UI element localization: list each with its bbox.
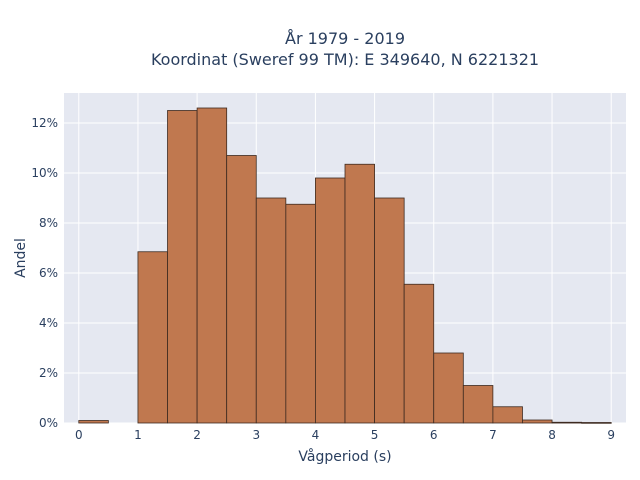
histogram-bar <box>374 197 405 424</box>
histogram-bar <box>226 155 257 424</box>
y-tick-label: 0% <box>39 416 58 430</box>
y-tick-label: 10% <box>31 166 58 180</box>
histogram-bar <box>167 110 198 424</box>
x-tick-label: 9 <box>607 428 615 442</box>
histogram-bar <box>403 283 435 424</box>
histogram-bar <box>196 107 228 424</box>
y-tick-label: 2% <box>39 366 58 380</box>
histogram-bar <box>492 406 523 424</box>
x-tick-label: 2 <box>193 428 201 442</box>
x-tick-label: 3 <box>252 428 260 442</box>
y-tick-labels: 0% 2% 4% 6% 8% 10% 12% <box>31 116 58 430</box>
histogram-bar <box>255 197 287 424</box>
bars <box>78 107 612 424</box>
histogram-bar <box>433 352 464 424</box>
histogram-bar <box>581 422 612 424</box>
y-tick-label: 6% <box>39 266 58 280</box>
histogram-bar <box>78 420 109 424</box>
y-tick-label: 4% <box>39 316 58 330</box>
x-tick-label: 6 <box>430 428 438 442</box>
histogram-bar <box>522 419 553 424</box>
y-tick-label: 12% <box>31 116 58 130</box>
x-tick-label: 8 <box>548 428 556 442</box>
x-tick-label: 5 <box>371 428 379 442</box>
histogram-bar <box>285 203 316 424</box>
x-tick-label: 7 <box>489 428 497 442</box>
x-tick-label: 4 <box>312 428 320 442</box>
x-tick-label: 0 <box>75 428 83 442</box>
x-tick-label: 1 <box>134 428 142 442</box>
x-tick-labels: 0 1 2 3 4 5 6 7 8 9 <box>75 428 615 442</box>
histogram-bar <box>315 177 346 424</box>
histogram-bar <box>462 385 494 424</box>
chart-title: År 1979 - 2019 Koordinat (Sweref 99 TM):… <box>0 28 640 70</box>
histogram-bar <box>137 251 168 424</box>
histogram-bar <box>344 163 375 424</box>
x-axis-title: Vågperiod (s) <box>298 448 391 465</box>
chart-title-line2: Koordinat (Sweref 99 TM): E 349640, N 62… <box>150 50 540 69</box>
y-axis-title: Andel <box>13 238 29 278</box>
y-tick-label: 8% <box>39 216 58 230</box>
histogram-bar <box>551 421 583 424</box>
chart-title-line1: År 1979 - 2019 <box>285 29 405 48</box>
